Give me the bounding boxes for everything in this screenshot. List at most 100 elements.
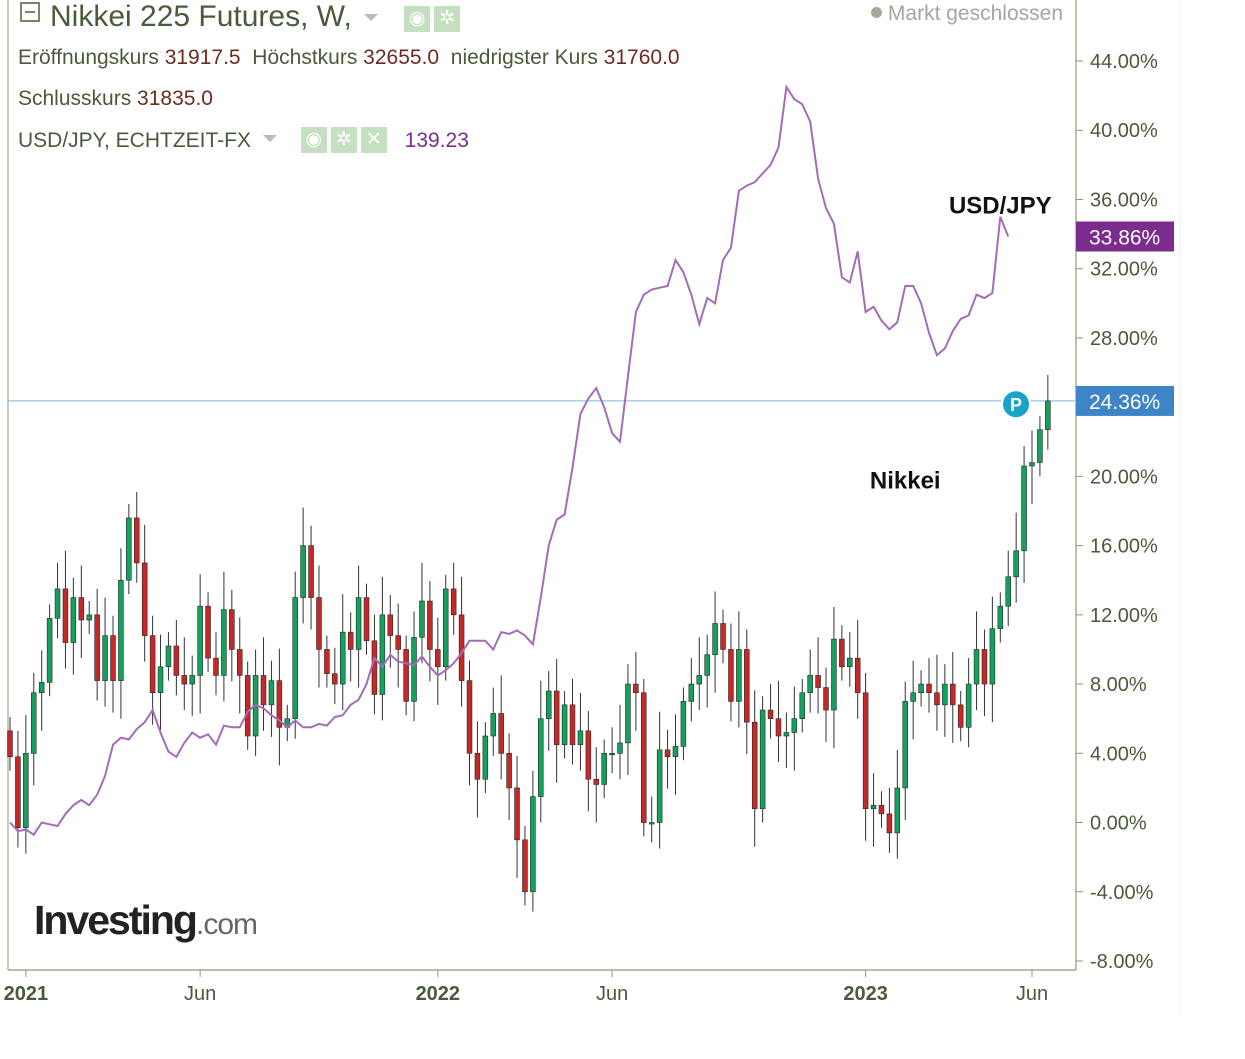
candle <box>839 638 845 668</box>
collapse-icon[interactable] <box>20 2 40 22</box>
candle <box>934 692 940 706</box>
candle <box>926 683 932 694</box>
candle <box>736 649 742 702</box>
x-tick-label: 2022 <box>416 983 461 1005</box>
candle <box>7 730 13 758</box>
candle <box>791 718 798 733</box>
candle <box>538 718 544 797</box>
candle <box>870 804 877 809</box>
candle <box>363 597 370 642</box>
candle <box>950 683 956 706</box>
open-value: 31917.5 <box>164 46 241 69</box>
candle <box>965 683 972 728</box>
candle <box>989 628 996 685</box>
candle <box>625 683 631 744</box>
candle <box>957 704 964 728</box>
candle <box>942 683 948 706</box>
x-tick-label: Jun <box>596 983 628 1005</box>
instrument-title: Nikkei 225 Futures, W, <box>50 0 352 33</box>
x-tick-label: Jun <box>1016 983 1048 1005</box>
candle <box>641 692 647 823</box>
y-tick-label: 36.00% <box>1090 189 1158 211</box>
candle <box>712 623 718 655</box>
annotation-label: USD/JPY <box>949 192 1052 219</box>
candle <box>767 709 774 719</box>
candle <box>894 787 901 834</box>
ohlc-row-2: Schlusskurs 31835.0 <box>18 87 213 111</box>
candle <box>134 517 140 564</box>
candle <box>46 618 53 683</box>
y-tick-label: 20.00% <box>1090 466 1158 488</box>
close-value: 31835.0 <box>137 87 213 110</box>
candle <box>94 614 100 681</box>
candle <box>165 645 172 668</box>
candle <box>316 597 322 650</box>
candle <box>633 683 639 694</box>
candle <box>704 654 710 676</box>
chart-header: Nikkei 225 Futures, W, ◉ ✲ <box>20 0 461 34</box>
candle <box>427 600 433 650</box>
candle <box>324 649 330 674</box>
candle <box>648 822 655 825</box>
p-marker-label: P <box>1010 395 1022 415</box>
candle <box>173 645 180 676</box>
candle <box>292 597 298 719</box>
candle <box>197 605 203 676</box>
high-label: Höchstkurs <box>252 46 358 69</box>
candle <box>1045 400 1051 430</box>
candle <box>886 813 893 834</box>
y-tick-label: -4.00% <box>1090 882 1154 904</box>
candle <box>569 704 576 745</box>
candle <box>31 692 37 754</box>
gear-icon[interactable]: ✲ <box>434 6 461 32</box>
candle <box>490 713 497 737</box>
candle <box>609 753 615 756</box>
candle <box>38 682 45 694</box>
comparison-caret-icon[interactable] <box>262 135 277 142</box>
candle <box>823 687 829 711</box>
candle <box>656 749 663 823</box>
candle <box>126 517 132 581</box>
usdjpy-line <box>9 84 1010 837</box>
eye-icon[interactable]: ◉ <box>404 6 431 32</box>
candle <box>23 753 29 829</box>
candle <box>308 545 314 598</box>
candle <box>799 692 806 719</box>
comparison-label: USD/JPY, ECHTZEIT-FX <box>18 129 251 152</box>
candle <box>403 649 409 702</box>
candle <box>577 730 584 745</box>
y-tick-label: 4.00% <box>1090 743 1147 765</box>
candle <box>221 609 227 676</box>
comparison-gear-icon[interactable]: ✲ <box>330 127 357 153</box>
candle <box>411 637 417 702</box>
market-status: Markt geschlossen <box>870 2 1063 26</box>
candle <box>450 588 457 616</box>
comparison-close-icon[interactable]: ✕ <box>360 127 387 153</box>
low-value: 31760.0 <box>603 46 680 69</box>
y-tick-label: 12.00% <box>1090 605 1158 627</box>
last-value-label: 33.86% <box>1089 227 1160 250</box>
investing-logo: Investing.com <box>34 897 258 943</box>
candle <box>847 657 853 668</box>
candle <box>593 778 600 785</box>
candle <box>102 635 108 681</box>
candle <box>751 721 758 809</box>
caret-down-icon[interactable] <box>363 14 378 21</box>
annotation-label: Nikkei <box>870 468 941 495</box>
candle <box>1005 576 1011 607</box>
y-tick-label: 8.00% <box>1090 674 1147 696</box>
candle <box>141 562 148 636</box>
candle <box>189 675 195 685</box>
candle <box>260 675 267 706</box>
candle <box>339 631 346 685</box>
candle <box>688 683 695 702</box>
low-label: niedrigster Kurs <box>450 46 598 69</box>
comparison-eye-icon[interactable]: ◉ <box>300 127 327 153</box>
candle <box>236 649 243 676</box>
candle <box>744 649 750 723</box>
candle <box>1037 429 1043 463</box>
candle <box>205 605 211 659</box>
candle <box>157 666 164 694</box>
candle <box>268 680 275 706</box>
